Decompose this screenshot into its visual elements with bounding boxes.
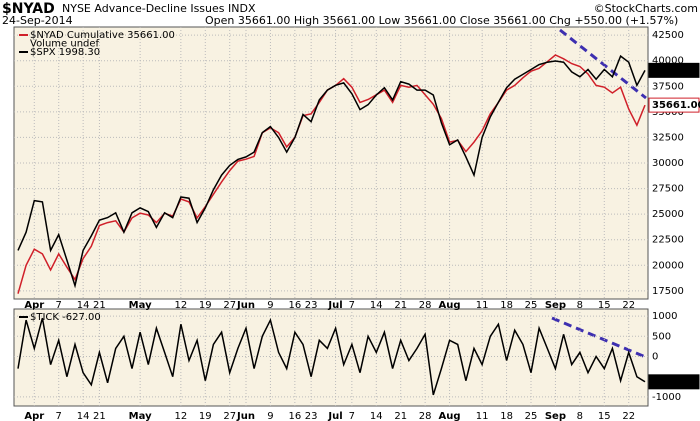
y-tick-label: 30000 — [652, 158, 684, 169]
x-tick-label: 7 — [56, 411, 62, 421]
x-tick-label: 7 — [349, 411, 355, 421]
x-tick-label: 14 — [370, 411, 383, 421]
x-tick-label: 21 — [394, 411, 407, 421]
date: 24-Sep-2014 — [2, 14, 73, 27]
x-tick-label: 7 — [349, 300, 355, 311]
x-tick-label: 23 — [305, 300, 318, 311]
x-tick-label: Jun — [236, 300, 255, 311]
last-value-label: 35661.00 — [652, 100, 700, 111]
x-tick-label: 12 — [174, 411, 187, 421]
y-tick-label: 22500 — [652, 235, 684, 246]
x-tick-label: Aug — [439, 300, 461, 311]
x-tick-label: 19 — [199, 411, 212, 421]
y-tick-label: 0 — [652, 351, 658, 362]
y-tick-label: -1000 — [652, 392, 681, 403]
x-tick-label: Aug — [439, 411, 461, 421]
x-tick-label: Jul — [327, 300, 342, 311]
x-tick-label: Apr — [24, 300, 44, 311]
x-tick-label: May — [129, 300, 152, 311]
x-tick-label: 22 — [622, 411, 635, 421]
x-tick-label: 7 — [56, 300, 62, 311]
y-tick-label: 1000 — [652, 311, 677, 322]
x-tick-label: 8 — [577, 411, 583, 421]
x-tick-label: 27 — [223, 300, 236, 311]
x-tick-label: 9 — [267, 411, 273, 421]
x-tick-label: 9 — [267, 300, 273, 311]
x-tick-label: 21 — [93, 411, 106, 421]
trend-line — [551, 316, 649, 360]
trend-line — [559, 28, 647, 100]
x-tick-label: Sep — [545, 411, 566, 421]
y-tick-label: 27500 — [652, 184, 684, 195]
x-tick-label: 25 — [525, 411, 538, 421]
y-tick-label: 42500 — [652, 30, 684, 41]
legend-label: $TICK -627.00 — [30, 312, 101, 323]
y-tick-label: 40000 — [652, 56, 684, 67]
x-tick-label: 28 — [419, 300, 432, 311]
x-tick-label: 27 — [223, 411, 236, 421]
legend-label: Volume undef — [30, 39, 100, 50]
last-value-label: 1998.30 — [652, 65, 698, 76]
x-tick-label: 21 — [93, 300, 106, 311]
credit: ©StockCharts.com — [594, 2, 698, 15]
last-value-box — [648, 62, 700, 78]
x-tick-label: 15 — [598, 411, 611, 421]
x-tick-label: 16 — [288, 300, 301, 311]
last-value-box — [648, 97, 700, 113]
description: NYSE Advance-Decline Issues INDX — [62, 2, 256, 15]
legend-label: $SPX 1998.30 — [30, 47, 100, 58]
tick-panel — [13, 308, 649, 407]
x-tick-label: 14 — [77, 411, 90, 421]
x-tick-label: 18 — [500, 300, 513, 311]
x-tick-label: 14 — [370, 300, 383, 311]
last-value-box — [648, 374, 700, 390]
y-tick-label: 500 — [652, 331, 671, 342]
series-line — [17, 54, 646, 289]
quote: Open 35661.00 High 35661.00 Low 35661.00… — [205, 14, 678, 27]
x-tick-label: 15 — [598, 300, 611, 311]
legend-label: $NYAD Cumulative 35661.00 — [30, 30, 175, 41]
x-tick-label: Apr — [24, 411, 44, 421]
x-tick-label: 21 — [394, 300, 407, 311]
y-tick-label: 37500 — [652, 81, 684, 92]
symbol: $NYAD — [2, 1, 55, 17]
x-tick-label: 11 — [476, 300, 489, 311]
x-tick-label: 22 — [622, 300, 635, 311]
main-panel — [13, 26, 649, 300]
y-tick-label: 20000 — [652, 260, 684, 271]
x-tick-label: Jul — [327, 411, 342, 421]
x-tick-label: May — [129, 411, 152, 421]
last-value-label: -627.00 — [652, 377, 695, 388]
x-tick-label: 14 — [77, 300, 90, 311]
x-tick-label: 18 — [500, 411, 513, 421]
x-tick-label: Sep — [545, 300, 566, 311]
y-tick-label: 25000 — [652, 209, 684, 220]
x-tick-label: 28 — [419, 411, 432, 421]
x-tick-label: 11 — [476, 411, 489, 421]
x-tick-label: 12 — [174, 300, 187, 311]
x-tick-label: 8 — [577, 300, 583, 311]
x-tick-label: 23 — [305, 411, 318, 421]
x-tick-label: 16 — [288, 411, 301, 421]
y-tick-label: 17500 — [652, 286, 684, 297]
x-tick-label: 25 — [525, 300, 538, 311]
series-line — [17, 317, 646, 396]
y-tick-label: 32500 — [652, 132, 684, 143]
x-tick-label: 19 — [199, 300, 212, 311]
x-tick-label: Jun — [236, 411, 255, 421]
